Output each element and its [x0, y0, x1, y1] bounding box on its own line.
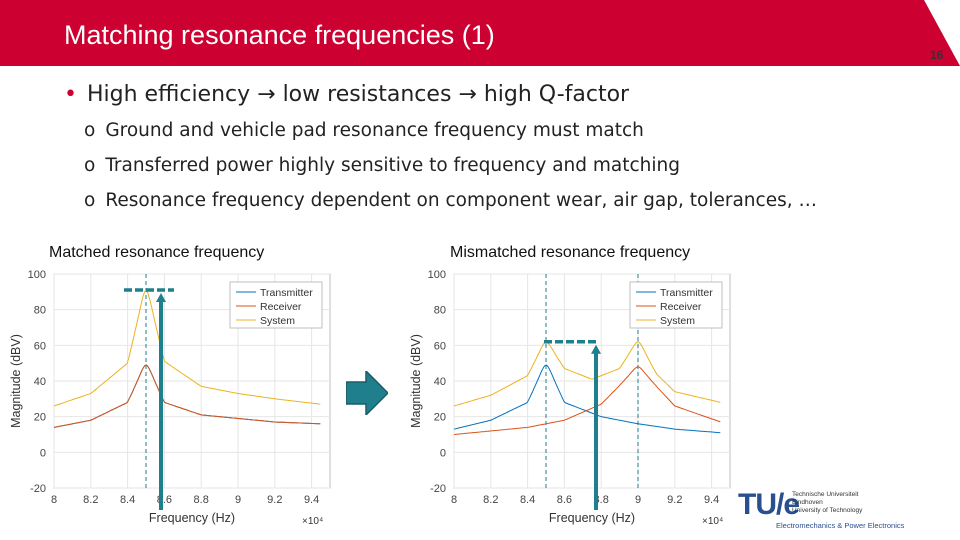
y-axis-label: Magnitude (dBV)	[9, 334, 23, 428]
x-tick-label: 8.2	[83, 494, 98, 506]
x-exponent-label: ×10⁴	[702, 516, 723, 527]
level-arrow-head	[156, 293, 166, 303]
y-tick-label: 80	[34, 305, 46, 317]
level-arrow-head	[591, 344, 601, 354]
sub-bullet-text: Ground and vehicle pad resonance frequen…	[105, 120, 644, 141]
main-bullet-text: High efficiency → low resistances → high…	[86, 82, 630, 107]
sub-bullet-text: Resonance frequency dependent on compone…	[105, 190, 817, 211]
logo-department: Electromechanics & Power Electronics	[776, 521, 905, 530]
y-tick-label: 20	[34, 412, 46, 424]
y-tick-label: -20	[30, 483, 46, 495]
y-tick-label: 100	[428, 269, 446, 281]
left-plot-title: Matched resonance frequency	[49, 244, 265, 261]
sub-bullet-3: o Resonance frequency dependent on compon…	[84, 190, 817, 211]
bullet-dot-icon: •	[64, 82, 77, 107]
sub-bullet-2: o Transferred power highly sensitive to f…	[84, 155, 680, 176]
sub-bullet-1: o Ground and vehicle pad resonance freque…	[84, 120, 644, 141]
x-exponent-label: ×10⁴	[302, 516, 323, 527]
x-tick-label: 8	[51, 494, 57, 506]
legend-label: Transmitter	[660, 287, 713, 299]
x-tick-label: 8.4	[120, 494, 135, 506]
x-tick-label: 9	[635, 494, 641, 506]
logo-line-2: Eindhoven	[792, 499, 823, 506]
series-line-receiver	[453, 366, 721, 435]
tue-logo: TU/e Technische Universiteit Eindhoven U…	[738, 488, 908, 534]
logo-line-1: Technische Universiteit	[792, 491, 859, 498]
x-axis-label: Frequency (Hz)	[549, 511, 635, 525]
y-axis-label: Magnitude (dBV)	[409, 334, 423, 428]
x-axis-label: Frequency (Hz)	[149, 511, 235, 525]
y-tick-label: 40	[34, 376, 46, 388]
slide-title: Matching resonance frequencies (1)	[64, 20, 495, 50]
x-tick-label: 8.8	[194, 494, 209, 506]
series-line-receiver	[53, 364, 321, 428]
x-tick-label: 8	[451, 494, 457, 506]
x-tick-label: 9.2	[667, 494, 682, 506]
y-tick-label: 0	[440, 447, 446, 459]
x-tick-label: 8.4	[520, 494, 535, 506]
y-tick-label: 20	[434, 412, 446, 424]
circle-bullet-icon: o	[84, 190, 96, 211]
tue-logo-mark: TU/e	[738, 488, 800, 521]
legend-label: Receiver	[260, 301, 302, 313]
logo-line-3: University of Technology	[792, 507, 863, 514]
x-tick-label: 9.2	[267, 494, 282, 506]
legend-label: Transmitter	[260, 287, 313, 299]
legend-label: System	[660, 315, 695, 327]
matched-chart: 8 8.2 8.4 8.6 8.8 9 9.2 9.4-20020406080100Frequ…	[9, 269, 331, 527]
x-tick-label: 8.6	[557, 494, 572, 506]
series-line-system	[453, 341, 721, 407]
x-tick-label: 8.2	[483, 494, 498, 506]
series-line-transmitter	[453, 364, 721, 434]
sub-bullet-text: Transferred power highly sensitive to fr…	[105, 155, 681, 176]
right-plot-title: Mismatched resonance frequency	[450, 244, 691, 261]
title-bar	[0, 0, 960, 66]
legend-box	[629, 281, 723, 329]
y-tick-label: -20	[430, 483, 446, 495]
x-tick-label: 9.4	[304, 494, 319, 506]
legend-label: Receiver	[660, 301, 702, 313]
mismatched-chart: 8 8.2 8.4 8.6 8.8 9 9.2 9.4-20020406080100Frequ…	[409, 269, 731, 527]
y-tick-label: 60	[434, 340, 446, 352]
legend-label: System	[260, 315, 295, 327]
circle-bullet-icon: o	[84, 155, 96, 176]
y-tick-label: 0	[40, 447, 46, 459]
x-tick-label: 9	[235, 494, 241, 506]
main-bullet: • High efficiency → low resistances → hig…	[64, 82, 629, 107]
y-tick-label: 80	[434, 305, 446, 317]
series-line-system	[53, 289, 321, 407]
y-tick-label: 100	[28, 269, 46, 281]
circle-bullet-icon: o	[84, 120, 96, 141]
right-arrow-icon	[346, 371, 388, 415]
y-tick-label: 40	[434, 376, 446, 388]
slide-number: 16	[930, 48, 944, 62]
y-tick-label: 60	[34, 340, 46, 352]
x-tick-label: 9.4	[704, 494, 719, 506]
